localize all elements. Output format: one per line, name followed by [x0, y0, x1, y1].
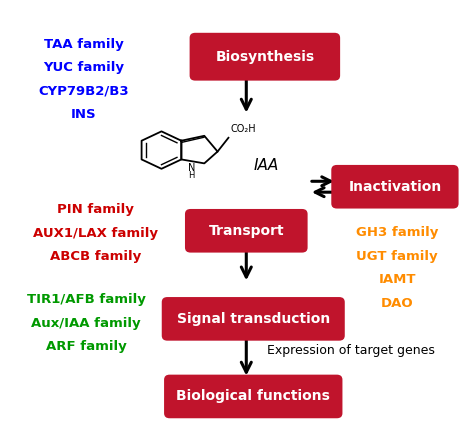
FancyBboxPatch shape [162, 297, 345, 341]
Text: TAA family: TAA family [44, 38, 124, 51]
Text: N: N [188, 163, 195, 173]
Text: Signal transduction: Signal transduction [177, 312, 330, 326]
Text: CO₂H: CO₂H [231, 124, 256, 134]
Text: IAMT: IAMT [379, 273, 416, 286]
FancyBboxPatch shape [164, 374, 342, 418]
Text: ABCB family: ABCB family [50, 250, 141, 263]
Text: YUC family: YUC family [43, 61, 124, 74]
Text: CYP79B2/B3: CYP79B2/B3 [38, 85, 129, 98]
Text: IAA: IAA [253, 158, 279, 173]
Text: Aux/IAA family: Aux/IAA family [31, 317, 141, 330]
Text: Biosynthesis: Biosynthesis [215, 50, 314, 64]
Text: Biological functions: Biological functions [176, 389, 330, 404]
Text: INS: INS [71, 108, 97, 121]
Text: UGT family: UGT family [356, 250, 438, 263]
Text: H: H [189, 171, 195, 180]
Text: TIR1/AFB family: TIR1/AFB family [27, 294, 146, 306]
Text: Inactivation: Inactivation [348, 180, 442, 194]
Text: DAO: DAO [381, 297, 414, 310]
Text: GH3 family: GH3 family [356, 226, 438, 239]
FancyBboxPatch shape [185, 209, 308, 253]
Text: AUX1/LAX family: AUX1/LAX family [33, 227, 158, 240]
Text: Transport: Transport [209, 224, 284, 238]
FancyBboxPatch shape [331, 165, 458, 208]
FancyBboxPatch shape [190, 33, 340, 80]
Text: Expression of target genes: Expression of target genes [267, 344, 435, 357]
Text: ARF family: ARF family [46, 340, 127, 354]
Text: PIN family: PIN family [57, 203, 134, 216]
